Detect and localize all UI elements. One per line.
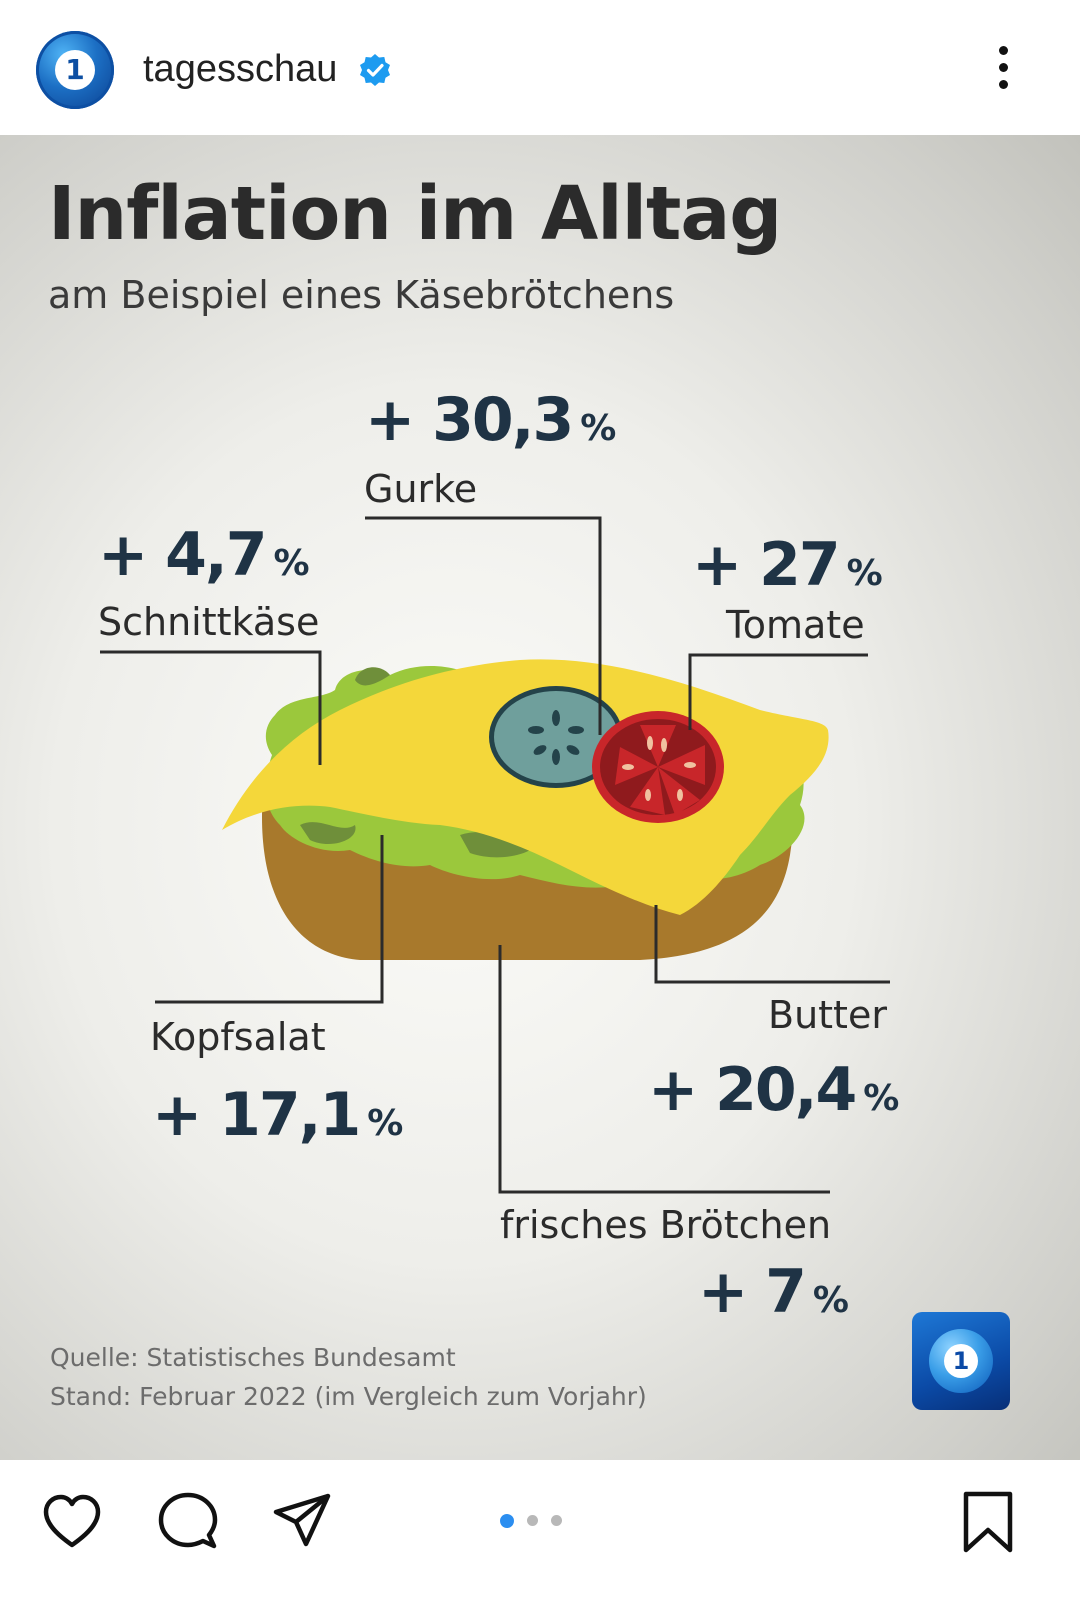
cheese-sandwich-illustration [100,516,890,1194]
value-kopfsalat: + 17,1% [152,1080,404,1150]
cucumber-slice-shape [489,686,623,788]
date-line: Stand: Februar 2022 (im Vergleich zum Vo… [50,1382,647,1411]
value-tomate: + 27% [692,530,883,600]
label-butter: Butter [768,993,887,1037]
globe-icon: 1 [929,1329,993,1393]
carousel-indicator [500,1510,570,1528]
post-header: 1 tagesschau [0,0,1080,135]
like-heart-icon[interactable] [40,1490,104,1554]
value-butter: + 20,4% [648,1055,900,1125]
more-options-button[interactable] [986,46,1020,94]
share-send-icon[interactable] [270,1490,334,1554]
avatar[interactable]: 1 [36,31,114,109]
infographic-title: Inflation im Alltag [48,171,782,257]
carousel-dot [551,1515,563,1526]
more-vertical-icon [998,46,1008,55]
post-actions [0,1460,1080,1599]
source-line: Quelle: Statistisches Bundesamt [50,1343,456,1372]
value-broetchen: + 7% [698,1257,849,1327]
label-gurke: Gurke [364,467,478,511]
label-tomate: Tomate [726,603,865,647]
ard-logo-icon: 1 [55,50,95,90]
value-schnittkaese: + 4,7% [98,520,310,590]
carousel-dot [527,1515,539,1526]
label-schnittkaese: Schnittkäse [98,600,320,644]
infographic-subtitle: am Beispiel eines Käsebrötchens [48,273,675,317]
value-gurke: + 30,3% [365,385,617,455]
carousel-dot-active [500,1513,514,1528]
tagesschau-logo: 1 [912,1312,1010,1410]
post-image[interactable]: Inflation im Alltag am Beispiel eines Kä… [0,135,1080,1460]
label-kopfsalat: Kopfsalat [150,1015,326,1059]
username[interactable]: tagesschau [143,48,338,90]
bookmark-icon[interactable] [956,1490,1020,1554]
leader-lines [100,516,890,1194]
tomato-slice-shape [592,711,724,823]
label-broetchen: frisches Brötchen [500,1203,832,1247]
verified-badge-icon [360,54,390,86]
comment-icon[interactable] [156,1490,220,1554]
